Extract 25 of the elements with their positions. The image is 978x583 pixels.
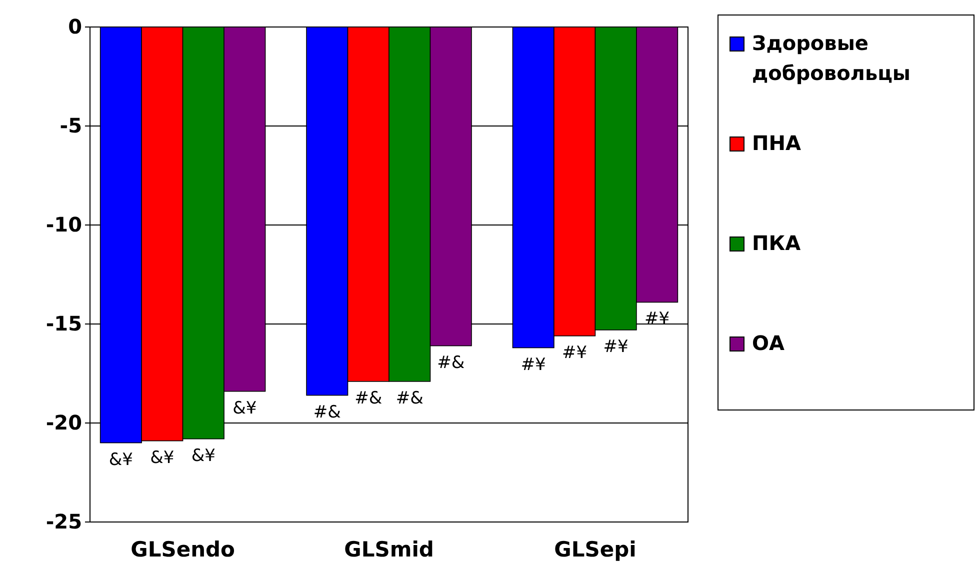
y-tick-label: -20 bbox=[46, 410, 82, 434]
y-tick-label: -5 bbox=[60, 113, 82, 138]
annotation: #& bbox=[396, 388, 424, 408]
annotation: #& bbox=[313, 402, 341, 422]
annotation: &¥ bbox=[150, 448, 174, 468]
annotation: #& bbox=[354, 388, 382, 408]
y-tick-label: -25 bbox=[46, 509, 82, 534]
annotation: &¥ bbox=[232, 398, 257, 418]
x-tick-label: GLSendo bbox=[130, 538, 235, 562]
x-tick-label: GLSmid bbox=[344, 538, 434, 562]
annotation: #& bbox=[437, 352, 465, 373]
legend-label: Здоровые добровольцы bbox=[752, 31, 911, 85]
annotation: &¥ bbox=[108, 450, 134, 470]
legend-label: ОА bbox=[752, 331, 785, 355]
legend-label: ПКА bbox=[752, 231, 802, 255]
legend-label: ПНА bbox=[752, 131, 802, 155]
x-tick-label: GLSepi bbox=[554, 538, 636, 562]
y-tick-label: 0 bbox=[68, 14, 82, 38]
y-tick-label: -15 bbox=[46, 311, 82, 336]
annotation: #¥ bbox=[644, 309, 670, 330]
y-tick-label: -10 bbox=[46, 212, 82, 236]
annotation: #¥ bbox=[603, 336, 629, 357]
annotation: &¥ bbox=[191, 446, 216, 466]
annotation: #¥ bbox=[520, 354, 546, 375]
annotation: #¥ bbox=[562, 342, 588, 363]
